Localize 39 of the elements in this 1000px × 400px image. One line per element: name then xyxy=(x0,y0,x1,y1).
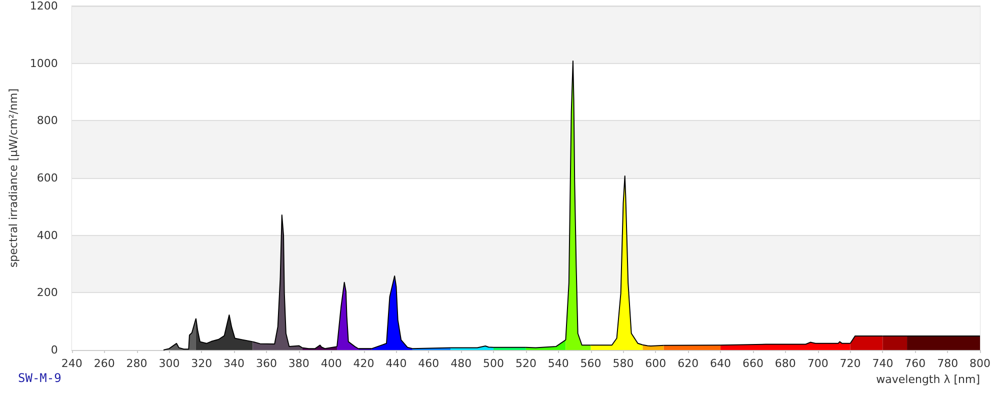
x-tick-label: 580 xyxy=(612,357,634,370)
x-tick-label: 480 xyxy=(450,357,472,370)
x-tick-label: 500 xyxy=(483,357,504,370)
x-tick-label: 440 xyxy=(386,357,407,370)
x-tick-label: 680 xyxy=(774,357,796,370)
x-axis-title: wavelength λ [nm] xyxy=(876,373,980,386)
x-tick-label: 660 xyxy=(742,357,764,370)
x-tick-label: 300 xyxy=(158,357,180,370)
x-tick-label: 420 xyxy=(353,357,374,370)
x-tick-label: 320 xyxy=(191,357,212,370)
y-tick-label: 600 xyxy=(36,172,58,184)
x-tick-label: 260 xyxy=(94,357,115,370)
x-tick-label: 700 xyxy=(807,357,828,370)
x-tick-label: 460 xyxy=(418,357,440,370)
y-tick-label: 1200 xyxy=(30,0,58,12)
y-tick-label: 200 xyxy=(36,286,58,300)
x-tick-label: 720 xyxy=(840,357,861,370)
x-tick-label: 340 xyxy=(224,357,245,370)
x-tick-label: 380 xyxy=(288,357,310,370)
y-tick-label: 1000 xyxy=(30,56,58,70)
x-tick-label: 560 xyxy=(580,357,602,370)
x-tick-label: 240 xyxy=(61,357,82,370)
y-tick-label: 800 xyxy=(36,114,58,128)
x-tick-label: 760 xyxy=(904,357,926,370)
x-tick-label: 780 xyxy=(937,357,958,370)
x-tick-label: 640 xyxy=(710,357,732,370)
x-tick-label: 360 xyxy=(256,357,277,370)
text: SW-M-9 xyxy=(18,371,62,385)
y-tick-label: 400 xyxy=(36,228,58,242)
x-tick-label: 540 xyxy=(548,357,569,370)
x-tick-label: 520 xyxy=(515,357,536,370)
y-tick-label: 0 xyxy=(50,344,58,356)
x-tick-label: 280 xyxy=(126,357,148,370)
x-tick-label: 400 xyxy=(320,357,342,370)
x-tick-label: 620 xyxy=(678,357,699,370)
x-tick-label: 600 xyxy=(645,357,666,370)
y-axis-title: spectral irradiance [µW/cm²/nm] xyxy=(7,88,20,268)
x-tick-label: 740 xyxy=(872,357,894,370)
x-tick-label: 800 xyxy=(970,357,990,370)
